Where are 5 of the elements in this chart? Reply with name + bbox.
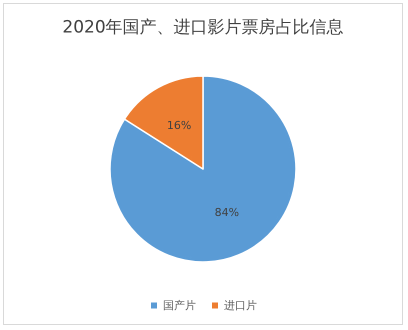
data-label: 84% (214, 206, 240, 219)
legend-label: 国产片 (163, 299, 196, 312)
legend-label: 进口片 (224, 299, 257, 312)
data-label: 16% (166, 119, 192, 132)
chart-title: 2020年国产、进口影片票房占比信息 (62, 18, 344, 38)
